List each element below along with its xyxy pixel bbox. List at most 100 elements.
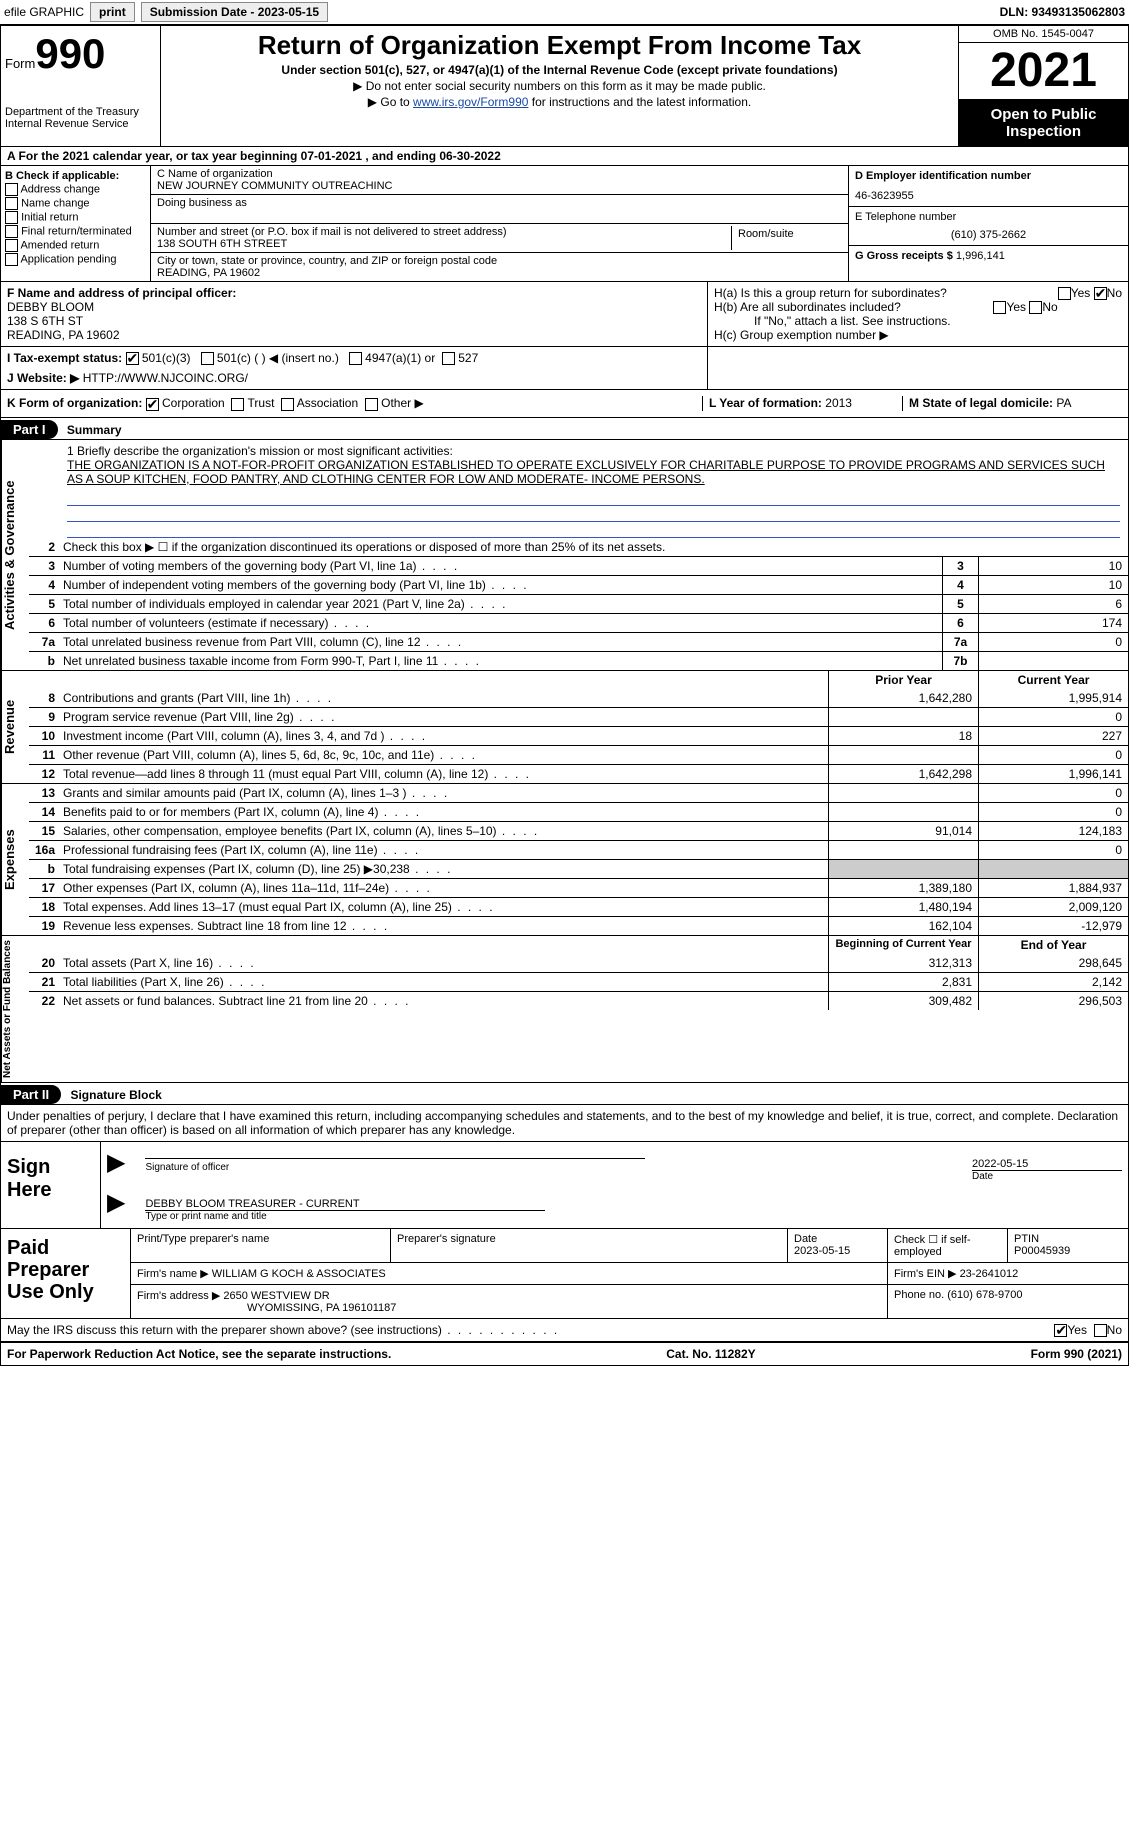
chk-address-change[interactable]: Address change [5,183,146,196]
summary-line: 8Contributions and grants (Part VIII, li… [29,689,1128,707]
gross-receipts-label: G Gross receipts $ [855,250,953,262]
arrow-icon: ▶ [107,1188,125,1222]
summary-line: bTotal fundraising expenses (Part IX, co… [29,859,1128,878]
net-header: Beginning of Current Year End of Year [29,936,1128,954]
open-to-public: Open to Public Inspection [959,100,1128,146]
chk-name-change[interactable]: Name change [5,197,146,210]
firm-ein: 23-2641012 [960,1268,1019,1280]
irs-label: Internal Revenue Service [5,118,156,130]
col-b-checkboxes: B Check if applicable: Address change Na… [1,166,151,281]
blank-line-1 [67,490,1120,506]
summary-line: 20Total assets (Part X, line 16)312,3132… [29,954,1128,972]
discuss-yes[interactable] [1054,1324,1067,1337]
omb-number: OMB No. 1545-0047 [959,26,1128,43]
page-footer: For Paperwork Reduction Act Notice, see … [1,1343,1128,1365]
summary-line: 21Total liabilities (Part X, line 26)2,8… [29,972,1128,991]
section-bcd: B Check if applicable: Address change Na… [1,166,1128,282]
summary-line: 10Investment income (Part VIII, column (… [29,726,1128,745]
note-ssn: ▶ Do not enter social security numbers o… [169,79,950,93]
net-assets-section: Net Assets or Fund Balances Beginning of… [1,936,1128,1083]
form-word: Form [5,56,35,71]
discuss-no[interactable] [1094,1324,1107,1337]
chk-application-pending[interactable]: Application pending [5,253,146,266]
dba-label: Doing business as [157,197,842,209]
header-middle: Return of Organization Exempt From Incom… [161,26,958,146]
submission-date-button[interactable]: Submission Date - 2023-05-15 [141,2,328,22]
ein-value: 46-3623955 [855,190,1122,202]
blank-line-2 [67,506,1120,522]
arrow-icon: ▶ [107,1148,125,1182]
chk-final-return[interactable]: Final return/terminated [5,225,146,238]
summary-line: 17Other expenses (Part IX, column (A), l… [29,878,1128,897]
vlabel-governance: Activities & Governance [1,440,29,670]
mission-block: 1 Briefly describe the organization's mi… [29,440,1128,490]
form-subtitle: Under section 501(c), 527, or 4947(a)(1)… [169,63,950,77]
header-right: OMB No. 1545-0047 2021 Open to Public In… [958,26,1128,146]
discuss-row: May the IRS discuss this return with the… [1,1319,1128,1343]
vlabel-net-assets: Net Assets or Fund Balances [1,936,29,1082]
state-domicile: PA [1056,396,1071,410]
room-suite-label: Room/suite [732,226,842,250]
chk-527[interactable] [442,352,455,365]
col-c-org-info: C Name of organization NEW JOURNEY COMMU… [151,166,848,281]
summary-line: 11Other revenue (Part VIII, column (A), … [29,745,1128,764]
summary-line: 7aTotal unrelated business revenue from … [29,632,1128,651]
vlabel-expenses: Expenses [1,784,29,935]
summary-line: bNet unrelated business taxable income f… [29,651,1128,670]
org-name-label: C Name of organization [157,168,842,180]
note-goto: ▶ Go to www.irs.gov/Form990 for instruct… [169,95,950,109]
firm-name: WILLIAM G KOCH & ASSOCIATES [212,1268,386,1280]
summary-line: 12Total revenue—add lines 8 through 11 (… [29,764,1128,783]
summary-line: 15Salaries, other compensation, employee… [29,821,1128,840]
print-button[interactable]: print [90,2,135,22]
vlabel-revenue: Revenue [1,671,29,783]
paid-preparer: Paid Preparer Use Only Print/Type prepar… [1,1229,1128,1319]
form-title: Return of Organization Exempt From Incom… [169,30,950,61]
top-bar: efile GRAPHIC print Submission Date - 20… [0,0,1129,25]
gross-receipts-value: 1,996,141 [956,250,1005,262]
principal-officer: F Name and address of principal officer:… [1,282,708,346]
revenue-section: Revenue Prior Year Current Year 8Contrib… [1,671,1128,784]
chk-501c3[interactable] [126,352,139,365]
chk-4947[interactable] [349,352,362,365]
chk-initial-return[interactable]: Initial return [5,211,146,224]
officer-name: DEBBY BLOOM TREASURER - CURRENT [145,1188,545,1211]
row-a-tax-year: A For the 2021 calendar year, or tax yea… [1,147,1128,166]
chk-association[interactable] [281,398,294,411]
perjury-declaration: Under penalties of perjury, I declare th… [1,1105,1128,1142]
year-formation: 2013 [825,396,852,410]
col-d-ein-tel: D Employer identification number 46-3623… [848,166,1128,281]
ptin: P00045939 [1014,1245,1070,1257]
summary-line: 4Number of independent voting members of… [29,575,1128,594]
chk-501c[interactable] [201,352,214,365]
chk-trust[interactable] [231,398,244,411]
summary-line: 2Check this box ▶ ☐ if the organization … [29,538,1128,556]
dept-treasury: Department of the Treasury [5,106,156,118]
cat-no: Cat. No. 11282Y [666,1347,755,1361]
tax-year: 2021 [959,43,1128,100]
col-b-title: B Check if applicable: [5,170,146,182]
row-f-h: F Name and address of principal officer:… [1,282,1128,347]
summary-line: 5Total number of individuals employed in… [29,594,1128,613]
summary-line: 18Total expenses. Add lines 13–17 (must … [29,897,1128,916]
addr-label: Number and street (or P.O. box if mail i… [157,226,731,238]
summary-line: 3Number of voting members of the governi… [29,556,1128,575]
chk-corporation[interactable] [146,398,159,411]
firm-addr2: WYOMISSING, PA 196101187 [137,1302,396,1314]
summary-line: 9Program service revenue (Part VIII, lin… [29,707,1128,726]
summary-line: 16aProfessional fundraising fees (Part I… [29,840,1128,859]
blank-line-3 [67,522,1120,538]
part-1-header: Part I Summary [1,418,1128,440]
irs-link[interactable]: www.irs.gov/Form990 [413,95,528,109]
city-label: City or town, state or province, country… [157,255,842,267]
chk-other[interactable] [365,398,378,411]
prep-date: 2023-05-15 [794,1245,850,1257]
paperwork-notice: For Paperwork Reduction Act Notice, see … [7,1347,391,1361]
chk-amended-return[interactable]: Amended return [5,239,146,252]
form-ref: Form 990 (2021) [1031,1347,1122,1361]
org-name: NEW JOURNEY COMMUNITY OUTREACHINC [157,180,842,192]
expenses-section: Expenses 13Grants and similar amounts pa… [1,784,1128,936]
sign-here-row: Sign Here ▶ Signature of officer 2022-05… [1,1142,1128,1229]
form-header: Form990 Department of the Treasury Inter… [1,26,1128,147]
city-state-zip: READING, PA 19602 [157,267,842,279]
